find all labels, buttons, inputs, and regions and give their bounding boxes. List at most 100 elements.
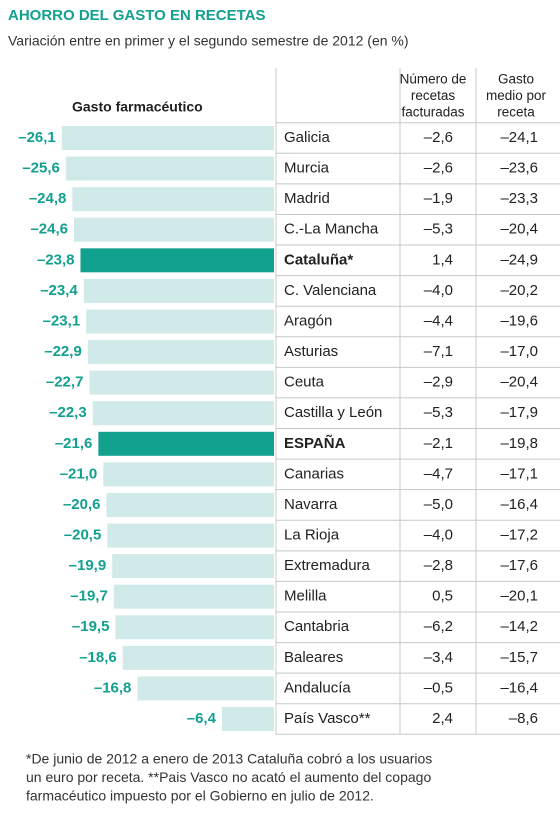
table-cell: –5,0 (424, 496, 453, 513)
category-label: Navarra (284, 496, 338, 513)
table-cell: –16,4 (500, 496, 538, 513)
bar (73, 217, 274, 242)
table-cell: –17,6 (500, 557, 538, 574)
table-cell: –19,6 (500, 312, 538, 329)
table-cell: –6,2 (424, 618, 453, 635)
category-label: Murcia (284, 160, 330, 177)
category-label: Baleares (284, 649, 343, 666)
value-label: –18,6 (79, 649, 117, 666)
bar (112, 554, 274, 579)
bar (107, 523, 274, 548)
bar (122, 645, 274, 670)
chart-title: AHORRO DEL GASTO EN RECETAS (8, 7, 266, 24)
value-label: –16,8 (94, 679, 132, 696)
category-label: País Vasco** (284, 710, 371, 727)
value-label: –25,6 (22, 160, 60, 177)
category-label: Melilla (284, 588, 327, 605)
table-cell: –4,0 (424, 527, 453, 544)
category-label: Aragón (284, 312, 332, 329)
value-label: –24,6 (30, 221, 68, 238)
bar (103, 462, 274, 487)
table-cell: –19,8 (500, 435, 538, 452)
value-label: –20,5 (64, 527, 102, 544)
bar (89, 370, 274, 395)
bar (87, 340, 274, 365)
footnote: un euro por receta. **Pais Vasco no acat… (26, 769, 431, 785)
category-label: Canarias (284, 465, 344, 482)
table-cell: –5,3 (424, 404, 453, 421)
table-cell: 1,4 (432, 251, 453, 268)
category-label: La Rioja (284, 527, 340, 544)
table-cell: 0,5 (432, 588, 453, 605)
category-label: Madrid (284, 190, 330, 207)
bar (72, 187, 274, 212)
value-label: –6,4 (187, 710, 217, 727)
bar (83, 278, 274, 303)
category-label: ESPAÑA (284, 434, 346, 452)
column-header: recetas (411, 88, 456, 103)
table-cell: –20,1 (500, 588, 538, 605)
value-label: –24,8 (29, 190, 67, 207)
value-label: –21,0 (60, 465, 98, 482)
bar (221, 707, 274, 732)
category-label: Galicia (284, 129, 331, 146)
value-label: –19,9 (69, 557, 107, 574)
footnote: farmacéutico impuesto por el Gobierno en… (26, 788, 374, 804)
bar (86, 309, 274, 334)
table-cell: –3,4 (424, 649, 453, 666)
bar (80, 248, 274, 273)
table-cell: –4,7 (424, 465, 453, 482)
value-label: –26,1 (18, 129, 56, 146)
footnote: *De junio de 2012 a enero de 2013 Catalu… (26, 751, 432, 767)
table-cell: –7,1 (424, 343, 453, 360)
bar (61, 126, 275, 150)
category-label: C. Valenciana (284, 282, 377, 299)
table-cell: –17,0 (500, 343, 538, 360)
table-cell: –17,2 (500, 527, 538, 544)
bar (65, 156, 274, 181)
table-cell: –14,2 (500, 618, 538, 635)
table-cell: –2,8 (424, 557, 453, 574)
category-label: Castilla y León (284, 404, 382, 421)
axis-label: Gasto farmacéutico (72, 99, 203, 115)
table-cell: 2,4 (432, 710, 453, 727)
table-cell: –20,4 (500, 374, 538, 391)
column-header: facturadas (401, 105, 464, 120)
value-label: –23,8 (37, 251, 75, 268)
table-cell: –24,9 (500, 251, 538, 268)
category-label: Extremadura (284, 557, 371, 574)
bar (106, 492, 275, 517)
table-cell: –16,4 (500, 679, 538, 696)
value-label: –22,7 (46, 374, 84, 391)
value-label: –19,5 (72, 618, 110, 635)
table-cell: –0,5 (424, 679, 453, 696)
column-header: medio por (486, 88, 547, 103)
category-label: Asturias (284, 343, 338, 360)
chart-subtitle: Variación entre en primer y el segundo s… (8, 33, 409, 49)
table-cell: –2,6 (424, 129, 453, 146)
value-label: –23,4 (40, 282, 78, 299)
value-label: –19,7 (70, 588, 108, 605)
bar (137, 676, 274, 701)
table-cell: –24,1 (500, 129, 538, 146)
table-cell: –4,4 (424, 312, 453, 329)
table-cell: –17,1 (500, 465, 538, 482)
category-label: C.-La Mancha (284, 221, 379, 238)
category-label: Ceuta (284, 374, 325, 391)
table-cell: –20,2 (500, 282, 538, 299)
bar (115, 615, 274, 640)
table-cell: –2,6 (424, 160, 453, 177)
category-label: Cataluña* (284, 251, 353, 268)
value-label: –22,3 (49, 404, 87, 421)
table-cell: –8,6 (509, 710, 538, 727)
bar (98, 431, 274, 456)
table-cell: –5,3 (424, 221, 453, 238)
column-header: receta (497, 105, 535, 120)
value-label: –20,6 (63, 496, 101, 513)
table-cell: –15,7 (500, 649, 538, 666)
value-label: –22,9 (44, 343, 82, 360)
table-cell: –2,1 (424, 435, 453, 452)
category-label: Andalucía (284, 679, 351, 696)
bar (113, 584, 274, 609)
